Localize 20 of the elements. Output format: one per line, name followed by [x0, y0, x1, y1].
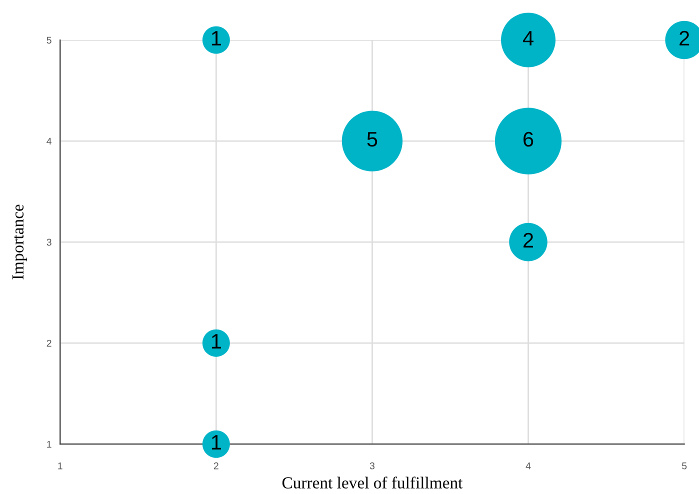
x-axis-title: Current level of fulfillment — [282, 476, 463, 489]
x-tick-label: 1 — [58, 462, 62, 470]
annotation: 4 — [522, 31, 534, 46]
annotation: 1 — [212, 334, 221, 348]
y-tick-label: 5 — [46, 36, 52, 44]
y-axis-title: Importance — [12, 204, 27, 280]
annotation: 6 — [524, 132, 534, 147]
x-tick-label: 2 — [214, 462, 218, 470]
x-tick-label: 4 — [526, 462, 531, 470]
annotation: 2 — [524, 232, 534, 248]
y-tick-label: 2 — [46, 340, 52, 347]
annotation: 1 — [212, 435, 221, 450]
annotation: 2 — [680, 30, 690, 46]
annotation: 5 — [367, 132, 378, 147]
y-tick-label: 1 — [47, 440, 52, 448]
annotation: 1 — [212, 31, 221, 46]
y-tick-label: 4 — [46, 138, 52, 145]
y-tick-label: 3 — [46, 238, 52, 246]
x-tick-label: 5 — [682, 462, 687, 470]
x-tick-label: 3 — [370, 462, 374, 470]
